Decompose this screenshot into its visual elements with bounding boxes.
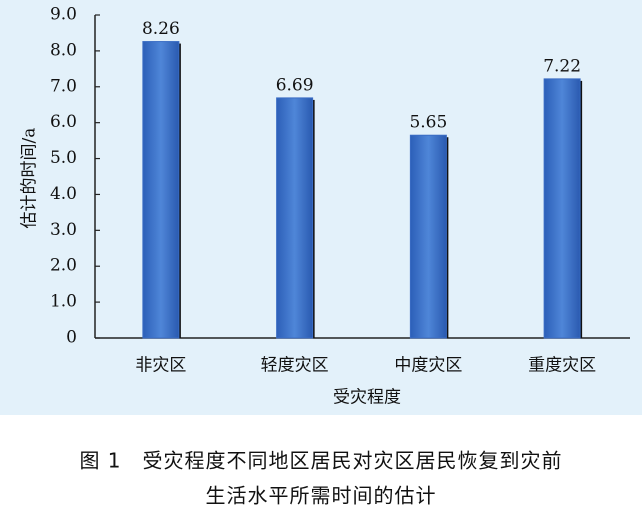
- caption: 生活水平所需时间的估计: [206, 484, 437, 508]
- y-axis-label: 估计的时间/a: [20, 128, 40, 229]
- x-tick-label: 轻度灾区: [261, 356, 329, 376]
- y-tick-label: 2.0: [50, 256, 77, 276]
- y-tick-label: 5.0: [50, 148, 77, 168]
- panel-background: [0, 0, 642, 415]
- data-label: 5.65: [409, 113, 447, 133]
- bar: [409, 134, 447, 339]
- y-tick-label: 6.0: [50, 112, 77, 132]
- y-tick-label: 8.0: [50, 40, 77, 60]
- y-tick-label: 9.0: [50, 5, 77, 25]
- y-tick-label: 0: [66, 328, 77, 348]
- y-tick-label: 7.0: [50, 76, 77, 96]
- y-tick-label: 4.0: [50, 184, 77, 204]
- x-axis-label: 受灾程度: [333, 388, 401, 408]
- bar: [142, 41, 180, 339]
- x-tick-label: 重度灾区: [528, 356, 596, 376]
- x-tick-label: 非灾区: [135, 356, 186, 376]
- data-label: 6.69: [276, 75, 314, 95]
- y-tick-label: 3.0: [50, 220, 77, 240]
- data-label: 7.22: [543, 56, 581, 76]
- x-tick-label: 中度灾区: [394, 356, 462, 376]
- data-label: 8.26: [142, 19, 180, 39]
- bar: [543, 78, 581, 339]
- caption: 图 1 受灾程度不同地区居民对灾区居民恢复到灾前: [79, 449, 562, 473]
- bar: [276, 97, 314, 339]
- y-tick-label: 1.0: [50, 292, 77, 312]
